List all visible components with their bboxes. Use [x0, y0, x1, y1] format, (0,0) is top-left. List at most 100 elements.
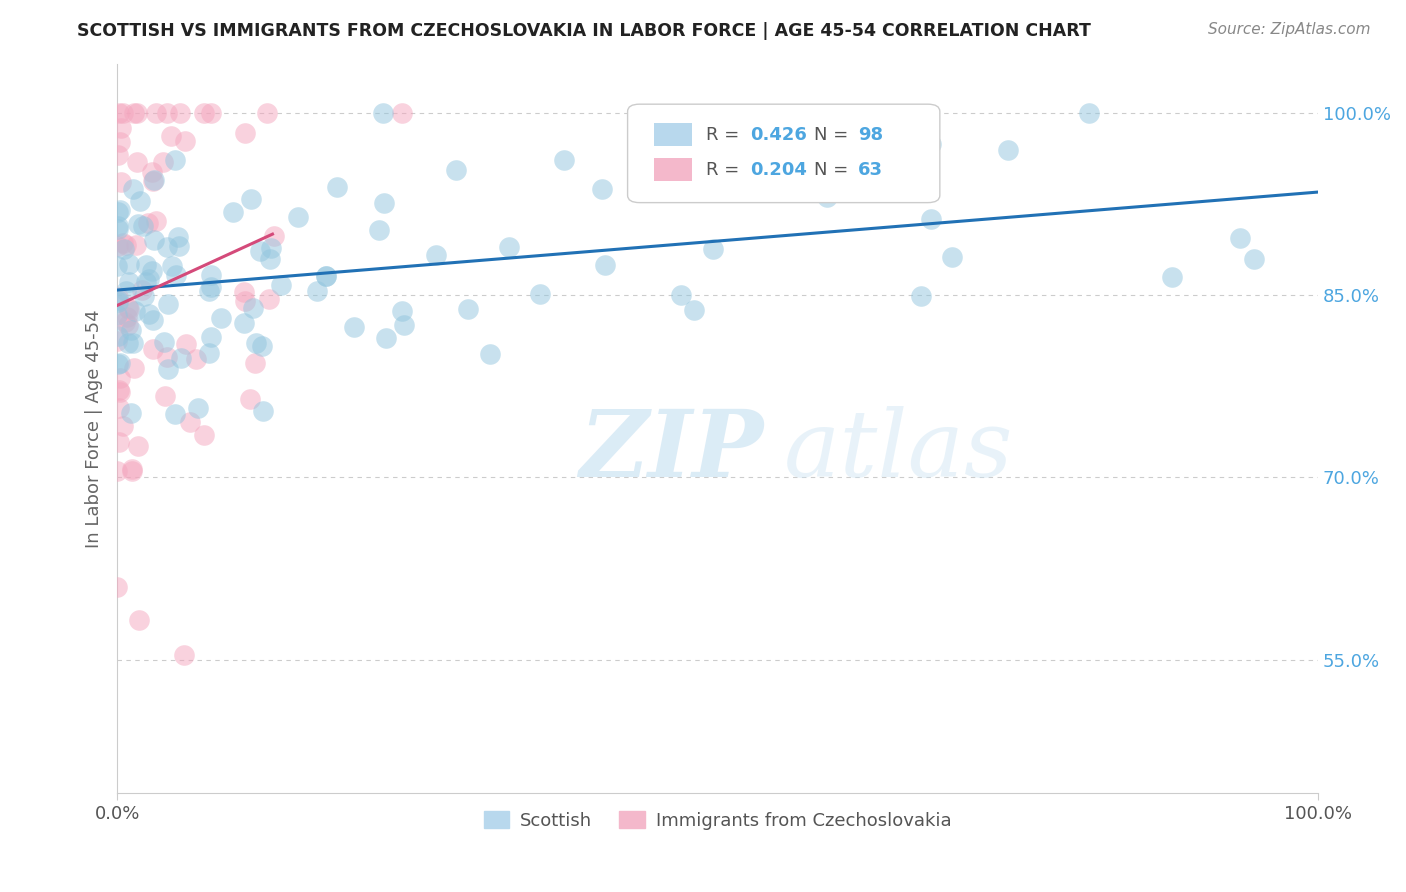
Point [131, 283, 153, 297]
Point [169, 105, 191, 120]
Point [141, 264, 163, 278]
Point [105, 259, 128, 273]
Point [529, 287, 551, 301]
Point [886, 161, 908, 175]
Point [108, 384, 131, 399]
Text: 0.426: 0.426 [749, 126, 807, 144]
Point [107, 357, 129, 371]
Text: 0.204: 0.204 [749, 161, 807, 178]
Point [166, 230, 188, 244]
Point [132, 219, 155, 233]
Point [1077, 105, 1099, 120]
Point [111, 419, 134, 434]
Point [121, 464, 143, 478]
Point [121, 323, 143, 337]
Point [242, 301, 264, 316]
Point [373, 196, 395, 211]
Point [444, 162, 467, 177]
Point [553, 153, 575, 168]
Point [233, 316, 256, 330]
Point [260, 241, 283, 255]
Point [200, 280, 222, 294]
Point [160, 259, 183, 273]
Point [156, 239, 179, 253]
Point [145, 105, 167, 120]
Point [233, 294, 256, 309]
Point [315, 269, 337, 284]
Point [108, 136, 131, 150]
Text: ZIP: ZIP [579, 406, 763, 496]
Point [392, 318, 415, 333]
Point [125, 105, 148, 120]
Legend: Scottish, Immigrants from Czechoslovakia: Scottish, Immigrants from Czechoslovakia [478, 805, 956, 836]
Point [173, 648, 195, 663]
Point [1160, 270, 1182, 285]
Point [135, 258, 157, 272]
Point [315, 268, 337, 283]
Point [142, 342, 165, 356]
Point [105, 308, 128, 322]
Point [391, 304, 413, 318]
Point [118, 257, 141, 271]
Point [105, 334, 128, 349]
Point [114, 315, 136, 329]
Point [107, 105, 129, 120]
Point [326, 180, 349, 194]
Point [591, 182, 613, 196]
Point [127, 155, 149, 169]
Point [222, 204, 245, 219]
Point [117, 318, 139, 332]
Point [112, 235, 135, 250]
Bar [654, 123, 692, 146]
Point [107, 205, 129, 219]
Point [174, 336, 197, 351]
Point [135, 275, 157, 289]
Point [107, 219, 129, 233]
Point [122, 105, 145, 120]
Point [209, 310, 232, 325]
Point [110, 175, 132, 189]
Point [478, 347, 501, 361]
Text: R =: R = [706, 126, 745, 144]
Point [593, 259, 616, 273]
Point [173, 135, 195, 149]
Point [122, 336, 145, 351]
Point [941, 250, 963, 264]
Point [105, 580, 128, 594]
Point [127, 217, 149, 231]
Point [240, 192, 263, 206]
Point [121, 462, 143, 476]
Point [128, 613, 150, 627]
Point [152, 155, 174, 169]
Point [111, 105, 134, 120]
Point [143, 234, 166, 248]
Point [425, 248, 447, 262]
Point [142, 313, 165, 327]
Point [134, 289, 156, 303]
Point [187, 401, 209, 416]
Text: R =: R = [706, 161, 745, 178]
Point [165, 268, 187, 282]
Point [305, 284, 328, 298]
Point [128, 194, 150, 208]
Point [163, 153, 186, 167]
Point [1229, 231, 1251, 245]
Point [107, 221, 129, 235]
Point [115, 310, 138, 324]
Point [118, 275, 141, 289]
Point [155, 105, 177, 120]
Point [153, 389, 176, 403]
Point [904, 180, 927, 194]
Point [122, 182, 145, 196]
Point [259, 252, 281, 266]
Point [110, 202, 132, 217]
Point [179, 415, 201, 429]
Text: N =: N = [814, 161, 853, 178]
Text: 63: 63 [858, 161, 883, 178]
Point [153, 334, 176, 349]
Point [145, 214, 167, 228]
Point [142, 173, 165, 187]
Point [107, 401, 129, 415]
Point [920, 211, 942, 226]
Point [239, 392, 262, 406]
